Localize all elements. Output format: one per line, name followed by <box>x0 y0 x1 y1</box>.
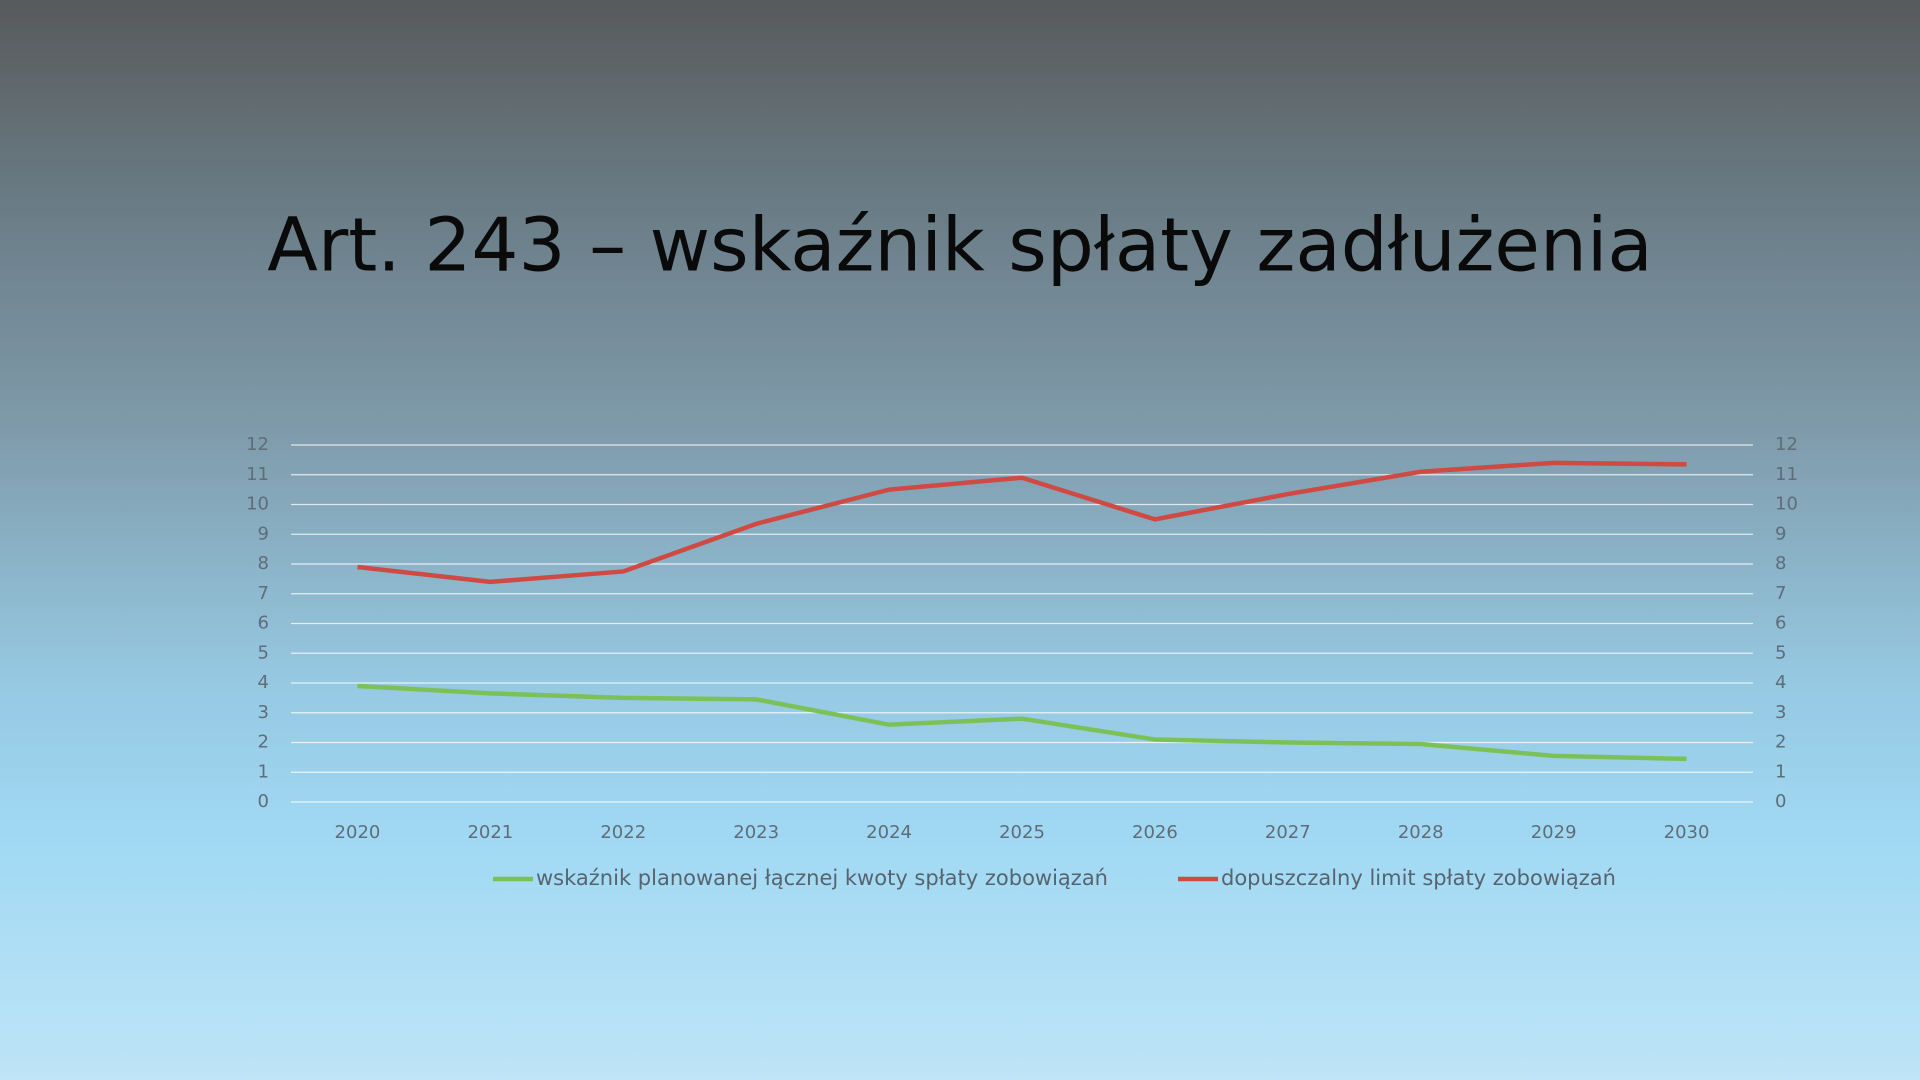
y-tick-label: 12 <box>246 434 269 455</box>
x-tick-label: 2021 <box>467 822 513 843</box>
y2-tick-label: 5 <box>1775 642 1786 663</box>
y-tick-label: 6 <box>258 613 269 634</box>
y-tick-label: 2 <box>258 732 269 753</box>
chart-title: Art. 243 – wskaźnik spłaty zadłużenia <box>267 203 1653 289</box>
x-tick-label: 2027 <box>1265 822 1311 843</box>
y-tick-label: 4 <box>258 672 269 693</box>
y2-tick-label: 11 <box>1775 464 1798 485</box>
legend-label: dopuszczalny limit spłaty zobowiązań <box>1221 866 1616 890</box>
x-tick-label: 2029 <box>1531 822 1577 843</box>
y2-tick-label: 12 <box>1775 434 1798 455</box>
y-tick-label: 9 <box>258 523 269 544</box>
y2-tick-label: 1 <box>1775 761 1786 782</box>
x-tick-label: 2025 <box>999 822 1045 843</box>
y-tick-label: 0 <box>258 791 269 812</box>
y2-tick-label: 2 <box>1775 732 1786 753</box>
y-tick-label: 7 <box>258 583 269 604</box>
y2-tick-label: 3 <box>1775 702 1786 723</box>
x-tick-label: 2023 <box>733 822 779 843</box>
x-tick-label: 2026 <box>1132 822 1178 843</box>
y2-tick-label: 10 <box>1775 494 1798 515</box>
y2-tick-label: 4 <box>1775 672 1786 693</box>
y-tick-label: 11 <box>246 464 269 485</box>
y2-tick-label: 6 <box>1775 613 1786 634</box>
x-tick-label: 2028 <box>1398 822 1444 843</box>
x-tick-label: 2020 <box>335 822 381 843</box>
y2-tick-label: 8 <box>1775 553 1786 574</box>
y-tick-label: 3 <box>258 702 269 723</box>
legend-label: wskaźnik planowanej łącznej kwoty spłaty… <box>536 866 1108 890</box>
y-tick-label: 1 <box>258 761 269 782</box>
y-tick-label: 5 <box>258 642 269 663</box>
y-tick-label: 10 <box>246 494 269 515</box>
data-line <box>357 683 1687 762</box>
x-tick-label: 2030 <box>1664 822 1710 843</box>
x-tick-label: 2024 <box>866 822 912 843</box>
y2-tick-label: 0 <box>1775 791 1786 812</box>
data-line <box>357 460 1687 585</box>
x-tick-label: 2022 <box>600 822 646 843</box>
y2-tick-label: 9 <box>1775 523 1786 544</box>
y-tick-label: 8 <box>258 553 269 574</box>
y2-tick-label: 7 <box>1775 583 1786 604</box>
